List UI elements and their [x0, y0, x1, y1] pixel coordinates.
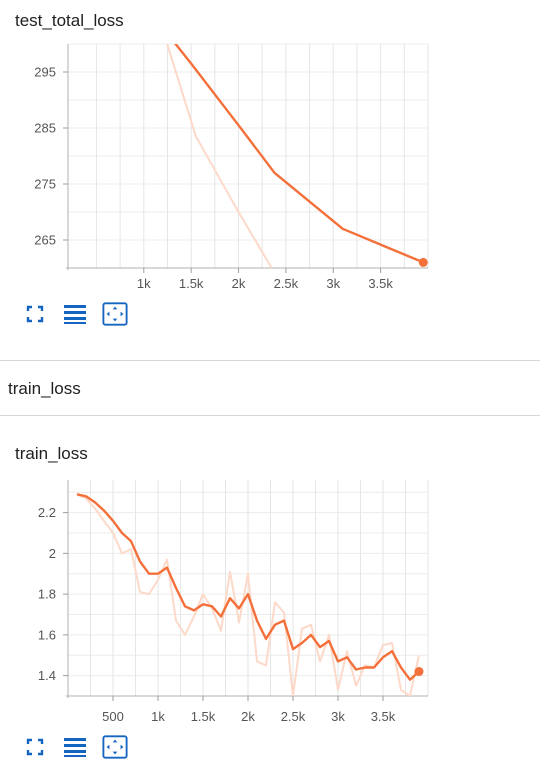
fullscreen-icon	[26, 305, 44, 323]
y-tick-label: 295	[34, 65, 56, 80]
smoothed-series-line	[76, 493, 420, 681]
y-tick-label: 1.4	[38, 668, 56, 683]
fit-domain-button[interactable]	[102, 734, 128, 760]
chart-toolbar-2	[22, 734, 128, 760]
x-tick-label: 3.5k	[371, 709, 396, 724]
y-tick-label: 265	[34, 233, 56, 248]
x-tick-label: 3k	[326, 276, 340, 291]
y-tick-label: 275	[34, 177, 56, 192]
fit-domain-button[interactable]	[102, 301, 128, 327]
x-tick-label: 3k	[331, 709, 345, 724]
y-tick-label: 1.6	[38, 627, 56, 642]
chart-title-train-loss: train_loss	[15, 444, 88, 463]
toggle-log-scale-button[interactable]	[62, 734, 88, 760]
fit-domain-icon	[102, 735, 128, 759]
x-tick-label: 2.5k	[274, 276, 299, 291]
x-tick-label: 1.5k	[191, 709, 216, 724]
x-tick-label: 1k	[151, 709, 165, 724]
list-icon	[64, 738, 86, 757]
x-tick-label: 1.5k	[179, 276, 204, 291]
last-point-marker	[414, 667, 424, 677]
x-tick-label: 2k	[232, 276, 246, 291]
series-group	[76, 493, 420, 696]
last-point-marker	[418, 257, 428, 267]
train-loss-chart[interactable]: 1.4 1.6 1.8 2 2.2 500 1k 1.5k 2k 2.5k 3k 3.5k	[0, 470, 540, 730]
toggle-log-scale-button[interactable]	[62, 301, 88, 327]
y-tick-label: 1.8	[38, 587, 56, 602]
plot-area: 1.4 1.6 1.8 2 2.2 500 1k 1.5k 2k 2.5k 3k 3.5k	[38, 480, 429, 724]
section-label: train_loss	[8, 379, 81, 398]
x-tick-label: 2.5k	[281, 709, 306, 724]
plot-area: 265 275 285 295 1k 1.5k 2k 2.5k 3k 3.5k	[34, 43, 429, 291]
y-tick-label: 285	[34, 121, 56, 136]
list-icon	[64, 305, 86, 324]
fullscreen-icon	[26, 738, 44, 756]
fit-domain-icon	[102, 302, 128, 326]
x-tick-label: 2k	[241, 709, 255, 724]
series-group	[166, 44, 424, 268]
chart-title-test-total-loss: test_total_loss	[15, 11, 124, 30]
y-tick-label: 2.2	[38, 505, 56, 520]
smoothed-series-line	[174, 44, 424, 264]
raw-series-line	[76, 493, 420, 696]
x-tick-label: 500	[102, 709, 124, 724]
chart-toolbar-1	[22, 301, 128, 327]
fullscreen-button[interactable]	[22, 301, 48, 327]
y-tick-label: 2	[49, 546, 56, 561]
fullscreen-button[interactable]	[22, 734, 48, 760]
raw-series-line	[166, 44, 273, 268]
test-total-loss-chart[interactable]: 265 275 285 295 1k 1.5k 2k 2.5k 3k 3.5k	[0, 0, 540, 300]
x-tick-label: 3.5k	[368, 276, 393, 291]
section-header-train-loss[interactable]: train_loss	[0, 360, 540, 416]
x-tick-label: 1k	[137, 276, 151, 291]
